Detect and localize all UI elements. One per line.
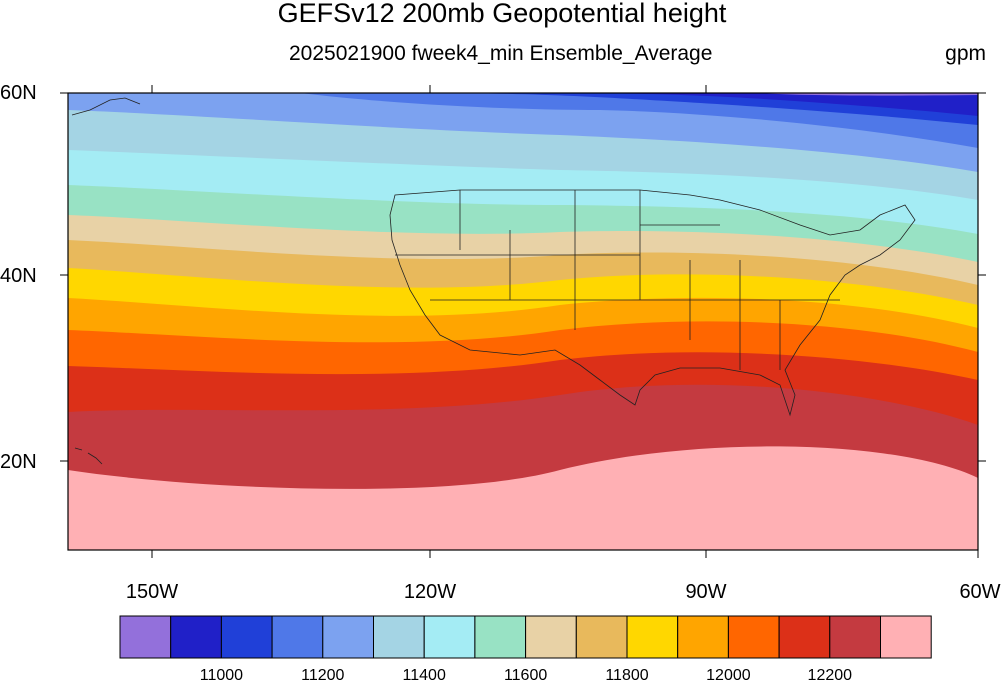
- colorbar-swatch: [220, 615, 273, 659]
- colorbar-swatch: [423, 615, 476, 659]
- band-11100: [68, 93, 978, 148]
- colorbar-tick-label: 11400: [402, 667, 446, 684]
- colorbar-tick-label: 12200: [807, 667, 853, 684]
- tick-marks: [60, 85, 986, 558]
- colorbar: [119, 615, 932, 659]
- lon-tick-label: 60W: [959, 581, 1000, 603]
- chart-title: GEFSv12 200mb Geopotential height: [277, 0, 727, 28]
- lon-tick-label: 120W: [404, 581, 456, 603]
- colorbar-swatch: [880, 615, 932, 659]
- colorbar-tick-label: 11200: [301, 667, 345, 684]
- band-10950: [560, 93, 978, 116]
- colorbar-swatch: [170, 615, 222, 659]
- band-10900: [760, 93, 978, 96]
- colorbar-swatch: [829, 615, 881, 659]
- colorbar-swatch: [626, 615, 679, 659]
- lat-tick-label: 60N: [0, 82, 37, 104]
- colorbar-tick-label: 12000: [706, 667, 751, 684]
- colorbar-swatch: [575, 615, 628, 659]
- colorbar-swatch: [778, 615, 831, 659]
- colorbar-swatch: [727, 615, 780, 659]
- lon-tick-label: 150W: [126, 581, 178, 603]
- lat-tick-label: 40N: [0, 265, 37, 287]
- colorbar-swatch: [677, 615, 729, 659]
- coastlines: [71, 97, 916, 465]
- units-label: gpm: [945, 42, 986, 65]
- lon-tick-label: 90W: [685, 581, 726, 603]
- colorbar-swatch: [271, 615, 324, 659]
- colorbar-swatch: [474, 615, 527, 659]
- colorbar-tick-label: 11600: [503, 667, 548, 684]
- colorbar-swatch: [322, 615, 374, 659]
- chart-subtitle: 2025021900 fweek4_min Ensemble_Average: [289, 42, 713, 65]
- colorbar-tick-label: 11000: [199, 667, 244, 684]
- colorbar-swatch: [525, 615, 577, 659]
- lat-tick-label: 20N: [0, 451, 37, 473]
- colorbar-swatch: [119, 615, 172, 659]
- colorbar-swatch: [373, 615, 425, 659]
- contour-field: [68, 93, 978, 550]
- plot-frame: [67, 92, 979, 551]
- colorbar-tick-label: 11800: [605, 667, 649, 684]
